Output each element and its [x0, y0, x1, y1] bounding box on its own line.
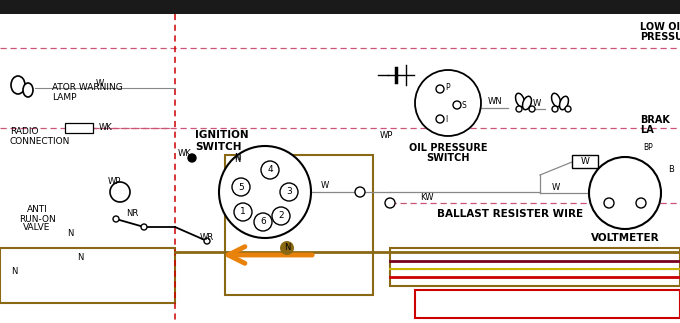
Text: SWITCH: SWITCH [426, 153, 470, 163]
Circle shape [516, 106, 522, 112]
Text: 2: 2 [278, 212, 284, 221]
Circle shape [204, 238, 210, 244]
Text: IGNITION: IGNITION [195, 130, 249, 140]
Text: RUN-ON: RUN-ON [18, 214, 55, 224]
Circle shape [589, 157, 661, 229]
Text: S: S [462, 100, 466, 109]
Ellipse shape [522, 96, 532, 110]
Text: LOW OI: LOW OI [640, 22, 680, 32]
Bar [0, 248, 175, 303]
Circle shape [453, 101, 461, 109]
Circle shape [280, 183, 298, 201]
Text: BP: BP [643, 143, 653, 152]
Text: CONNECTION: CONNECTION [10, 137, 70, 145]
Bar [415, 290, 680, 318]
Circle shape [436, 85, 444, 93]
Text: SWITCH: SWITCH [195, 142, 241, 152]
Bar [572, 155, 598, 168]
Ellipse shape [515, 93, 524, 107]
Circle shape [272, 207, 290, 225]
Circle shape [219, 146, 311, 238]
Circle shape [529, 106, 535, 112]
Text: WR: WR [200, 234, 214, 243]
Text: P: P [445, 84, 449, 92]
Circle shape [254, 213, 272, 231]
Text: WK: WK [178, 149, 192, 158]
Circle shape [113, 216, 119, 222]
Text: ATOR WARNING: ATOR WARNING [52, 82, 123, 91]
Ellipse shape [11, 76, 25, 94]
Text: PRESSURE: PRESSURE [640, 32, 680, 42]
Circle shape [636, 198, 646, 208]
Circle shape [234, 203, 252, 221]
Circle shape [385, 198, 395, 208]
Circle shape [604, 198, 614, 208]
Circle shape [552, 106, 558, 112]
Text: N: N [67, 230, 73, 238]
Text: ANTI: ANTI [27, 205, 48, 214]
Text: VALVE: VALVE [23, 224, 51, 233]
Text: WK: WK [99, 123, 113, 132]
Text: W: W [321, 182, 329, 191]
Bar [65, 123, 93, 133]
Text: WN: WN [488, 98, 503, 107]
Bar [225, 155, 373, 295]
Text: 1: 1 [240, 207, 246, 216]
Text: NR: NR [126, 210, 138, 218]
Text: B: B [668, 165, 674, 174]
Text: N: N [234, 155, 240, 164]
Text: 4: 4 [267, 165, 273, 174]
Text: N: N [11, 267, 17, 276]
Text: W: W [96, 78, 104, 88]
Text: VOLTMETER: VOLTMETER [591, 233, 660, 243]
Circle shape [415, 70, 481, 136]
Bar [0, 0, 680, 14]
Circle shape [110, 182, 130, 202]
Circle shape [565, 106, 571, 112]
Text: W: W [581, 158, 590, 166]
Text: LA: LA [640, 125, 653, 135]
Text: LAMP: LAMP [52, 92, 76, 101]
Circle shape [261, 161, 279, 179]
Text: N: N [77, 253, 83, 262]
Text: WP: WP [379, 130, 393, 140]
Text: I: I [445, 116, 447, 124]
Text: BRAK: BRAK [640, 115, 670, 125]
Circle shape [436, 115, 444, 123]
Circle shape [280, 241, 294, 255]
Ellipse shape [560, 96, 568, 110]
Circle shape [355, 187, 365, 197]
Text: W: W [533, 99, 541, 108]
Text: OIL PRESSURE: OIL PRESSURE [409, 143, 488, 153]
Text: W: W [552, 183, 560, 193]
Text: KW: KW [420, 193, 434, 203]
Circle shape [188, 154, 196, 162]
Circle shape [141, 224, 147, 230]
Text: RADIO: RADIO [10, 128, 39, 137]
Text: 5: 5 [238, 182, 244, 192]
Bar [390, 248, 680, 286]
Ellipse shape [551, 93, 560, 107]
Text: 3: 3 [286, 187, 292, 196]
Text: BALLAST RESISTER WIRE: BALLAST RESISTER WIRE [437, 209, 583, 219]
Text: N: N [234, 152, 240, 162]
Ellipse shape [23, 83, 33, 97]
Text: WP: WP [107, 176, 120, 185]
Text: 6: 6 [260, 217, 266, 226]
Text: N: N [284, 243, 290, 252]
Circle shape [232, 178, 250, 196]
